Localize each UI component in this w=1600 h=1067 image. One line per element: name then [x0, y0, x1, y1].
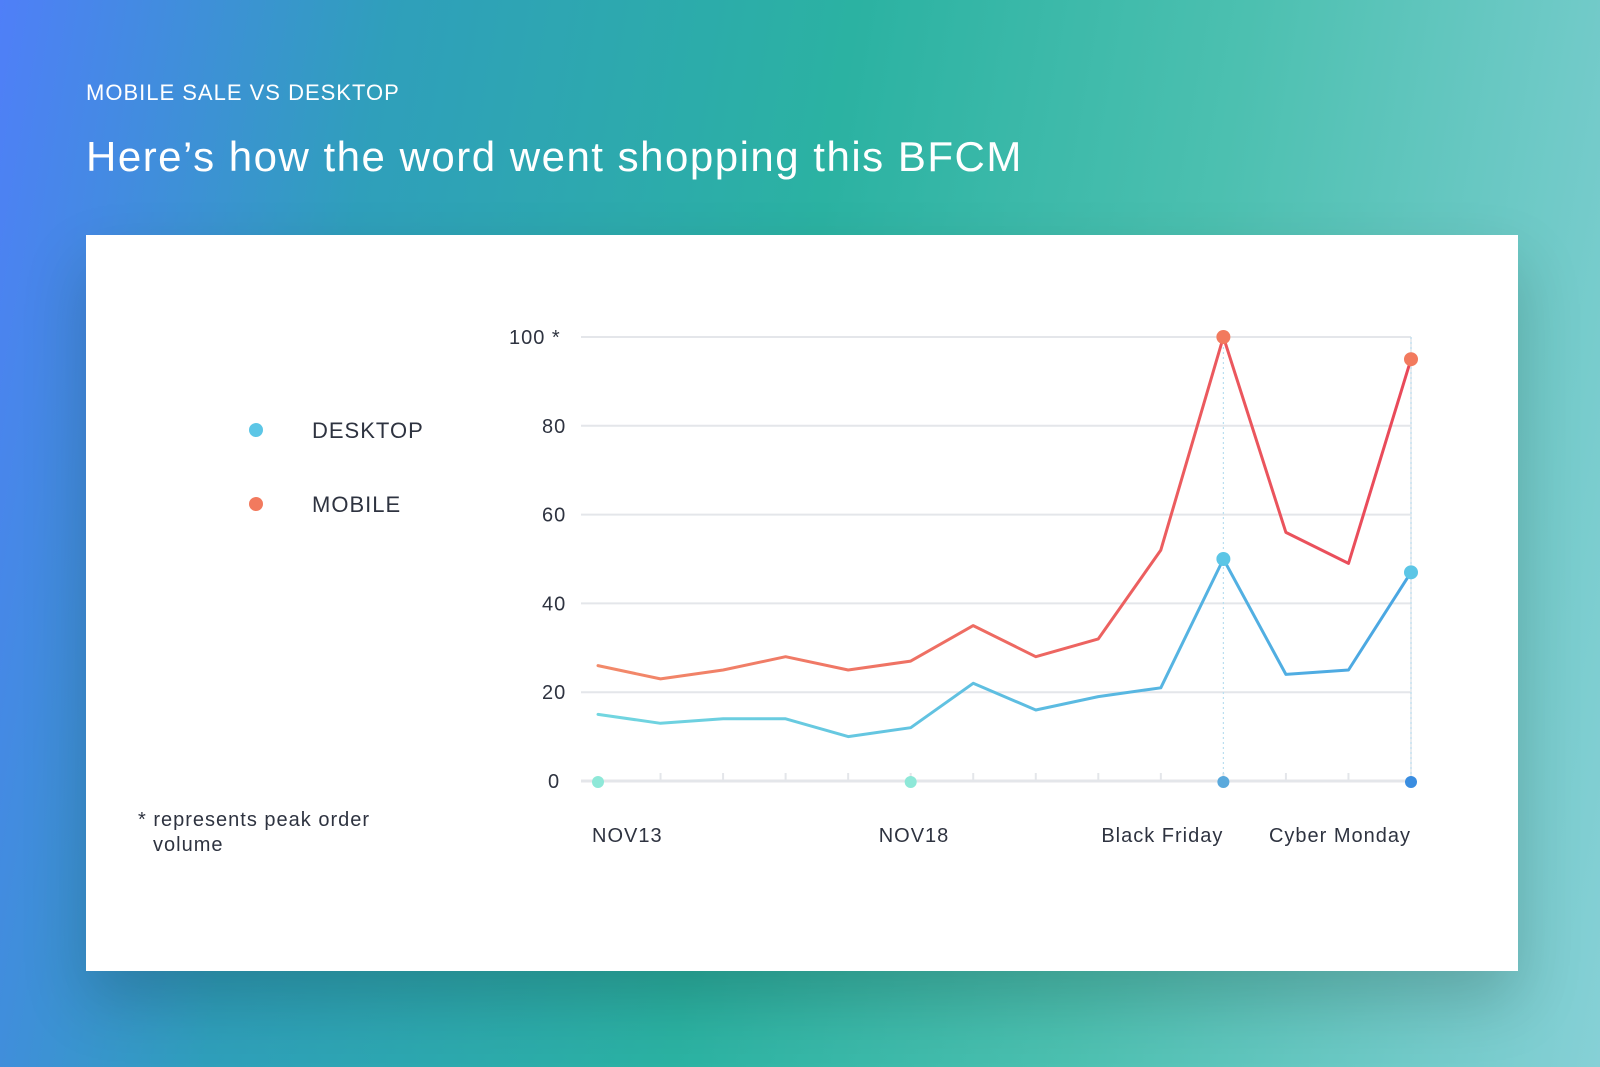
legend: DESKTOP MOBILE [136, 418, 424, 517]
x-axis-point [1217, 776, 1230, 788]
page-title: Here’s how the word went shopping this B… [86, 133, 1023, 180]
mobile-peak-point [1404, 352, 1418, 367]
mobile-peak-point [1216, 330, 1231, 344]
grid-lines [581, 336, 1411, 783]
legend-label-desktop: DESKTOP [312, 418, 424, 443]
y-tick-label: 20 [542, 682, 566, 704]
legend-marker-mobile [249, 497, 263, 511]
y-tick-label: 100 * [509, 327, 561, 349]
chart-card: DESKTOP MOBILE * represents peak order v… [86, 235, 1518, 971]
x-tick-label: NOV18 [879, 825, 950, 847]
series-line-mobile [596, 335, 1413, 681]
line-chart: DESKTOP MOBILE * represents peak order v… [136, 327, 1418, 856]
x-axis-point [904, 776, 917, 788]
series-line-desktop [596, 557, 1413, 739]
eyebrow-label: MOBILE SALE VS DESKTOP [86, 80, 400, 105]
x-axis [659, 337, 1412, 781]
desktop-peak-point [1404, 565, 1418, 580]
footnote-line-1: * represents peak order [138, 809, 370, 831]
x-tick-label: Cyber Monday [1269, 825, 1411, 847]
desktop-peak-point [1216, 552, 1231, 566]
point-markers [592, 330, 1418, 788]
y-tick-label: 80 [542, 416, 566, 438]
y-tick-label: 60 [542, 505, 566, 527]
y-tick-label: 40 [542, 593, 566, 615]
legend-item-mobile: MOBILE [136, 492, 401, 517]
legend-label-mobile: MOBILE [312, 492, 401, 517]
x-tick-label: Black Friday [1101, 825, 1223, 847]
peak-guides [1222, 337, 1412, 781]
x-axis-point [592, 776, 604, 788]
legend-marker-desktop [249, 423, 263, 437]
series-lines [596, 335, 1413, 739]
legend-item-desktop: DESKTOP [136, 418, 424, 443]
footnote-line-2: volume [153, 834, 223, 856]
tick-labels: 0 20 40 60 80 100 * NOV13 NOV18 Black Friday Cybe… [509, 327, 1411, 847]
y-tick-label: 0 [548, 771, 560, 793]
x-axis-point [1405, 776, 1417, 788]
x-tick-label: NOV13 [592, 825, 663, 847]
